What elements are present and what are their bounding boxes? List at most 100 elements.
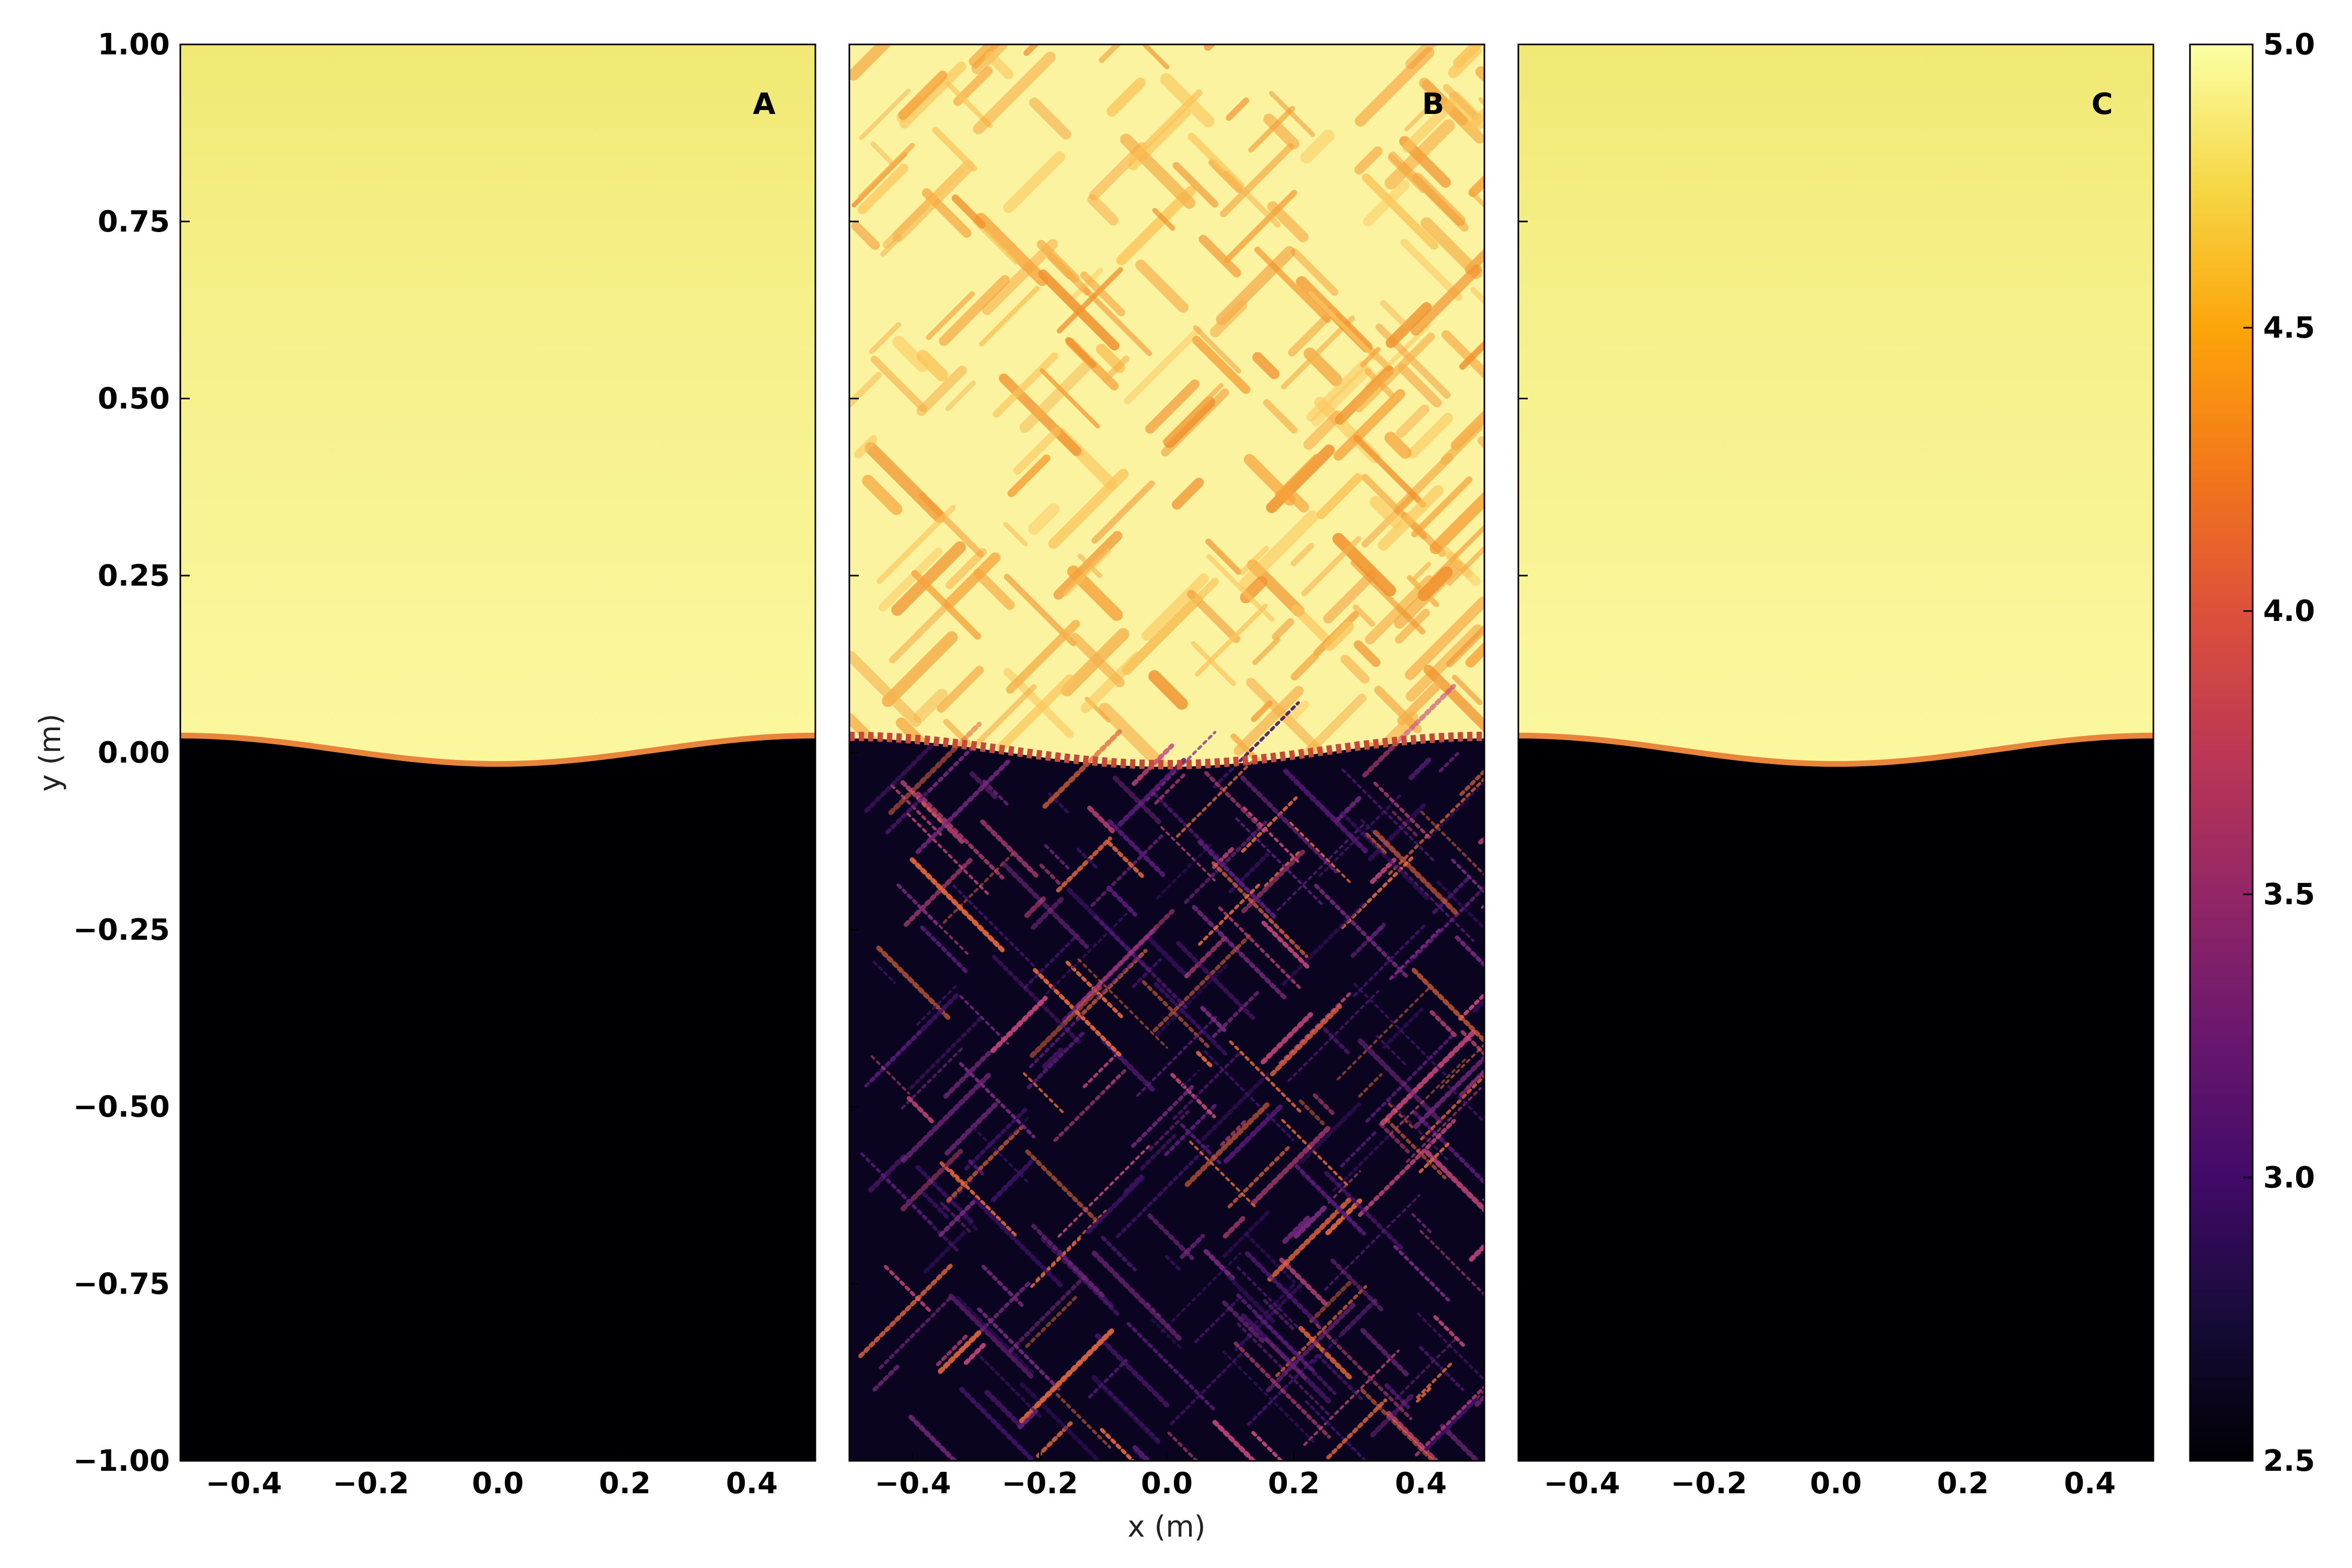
texture-streak [1001, 861, 1089, 949]
texture-streak [1470, 286, 1484, 305]
texture-streak [982, 779, 1010, 807]
texture-streak [1459, 768, 1484, 797]
texture-streak [1172, 477, 1204, 510]
texture-streak [1380, 1030, 1476, 1126]
texture-streak [1316, 1323, 1413, 1421]
texture-streak [1354, 640, 1381, 667]
panel-b [849, 44, 1484, 1461]
texture-streak [1223, 1215, 1247, 1239]
texture-streak [1281, 315, 1355, 390]
texture-streak [1077, 554, 1102, 579]
texture-streak [1386, 1411, 1438, 1461]
texture-streak [877, 505, 956, 584]
texture-streak [1380, 299, 1408, 328]
texture-streak [901, 1071, 993, 1163]
texture-streak [1182, 1069, 1200, 1088]
texture-streak [892, 336, 929, 372]
texture-streak [915, 759, 1011, 855]
texture-streak [870, 355, 928, 413]
texture-streak [1148, 1110, 1190, 1151]
texture-streak [985, 51, 1014, 79]
texture-streak [964, 684, 1037, 756]
texture-streak [1091, 480, 1155, 544]
texture-streak [1226, 97, 1249, 121]
texture-streak [1124, 326, 1202, 405]
texture-streak [1013, 427, 1061, 475]
texture-streak [1428, 780, 1484, 838]
texture-streak [876, 946, 952, 1022]
texture-streak [990, 996, 1048, 1053]
x-tick-label: −0.4 [1543, 1467, 1620, 1501]
texture-streak [1170, 1351, 1244, 1425]
texture-streak [1102, 355, 1129, 383]
texture-streak [1416, 1361, 1454, 1399]
texture-streak [1076, 847, 1100, 871]
texture-streak [1316, 473, 1363, 520]
texture-streak [1291, 604, 1333, 646]
texture-streak [878, 547, 943, 612]
texture-streak [1003, 522, 1028, 547]
texture-streak [885, 788, 931, 835]
texture-streak [1387, 1099, 1449, 1161]
texture-streak [859, 88, 911, 141]
texture-streak [973, 568, 1015, 610]
panel-b-label: B [1422, 87, 1445, 121]
texture-streak [1465, 248, 1484, 274]
y-tick-label: 0.50 [98, 382, 170, 416]
texture-streak [1241, 848, 1307, 914]
colorbar-tick-label: 4.5 [2263, 311, 2315, 345]
texture-streak [1080, 652, 1142, 713]
texture-streak [1152, 207, 1175, 231]
texture-streak [1364, 368, 1395, 399]
texture-streak [1269, 91, 1316, 137]
texture-streak [1353, 923, 1427, 997]
texture-streak [1318, 793, 1402, 878]
texture-streak [1132, 1445, 1152, 1461]
texture-streak [1373, 781, 1432, 840]
x-tick-label: 0.4 [2064, 1467, 2116, 1501]
texture-streak [955, 1296, 1034, 1375]
texture-streak [1400, 238, 1463, 301]
texture-streak [1229, 1040, 1302, 1114]
texture-streak [1224, 170, 1281, 228]
texture-streak [1264, 849, 1301, 887]
texture-streak [1283, 768, 1370, 856]
texture-streak [1465, 641, 1484, 667]
texture-streak [1139, 578, 1219, 658]
texture-streak [1405, 44, 1437, 70]
texture-streak [1362, 684, 1456, 778]
texture-streak [1282, 1213, 1313, 1244]
texture-streak [1316, 1353, 1363, 1400]
texture-streak [1283, 487, 1309, 513]
texture-streak [1209, 300, 1248, 338]
texture-streak [1056, 267, 1123, 333]
texture-streak [991, 954, 1082, 1045]
texture-streak [1460, 1030, 1484, 1057]
texture-streak [1160, 826, 1216, 882]
texture-streak [1227, 1274, 1276, 1324]
texture-streak [1396, 404, 1429, 438]
panel-b-upper-texture [849, 44, 1484, 815]
panel-b-lower-region [849, 738, 1484, 1461]
texture-streak [1200, 1006, 1227, 1032]
texture-streak [1394, 1335, 1459, 1400]
texture-streak [1206, 554, 1275, 622]
texture-streak [1095, 1333, 1170, 1408]
texture-streak [943, 1051, 991, 1099]
texture-streak [1417, 566, 1453, 602]
y-tick-label: 0.75 [98, 205, 170, 239]
texture-streak [1099, 44, 1122, 63]
texture-streak [1151, 791, 1219, 859]
texture-streak [979, 1355, 1044, 1421]
texture-streak [1353, 435, 1426, 508]
texture-streak [963, 1343, 986, 1365]
texture-streak [1481, 903, 1484, 909]
texture-streak [952, 884, 1036, 969]
texture-streak [1031, 896, 1064, 930]
texture-streak [1053, 1067, 1128, 1142]
texture-streak [1263, 399, 1298, 434]
texture-streak [1378, 485, 1444, 551]
x-tick-label: 0.0 [1141, 1467, 1193, 1501]
texture-streak [1234, 1281, 1305, 1352]
texture-streak [916, 350, 949, 382]
